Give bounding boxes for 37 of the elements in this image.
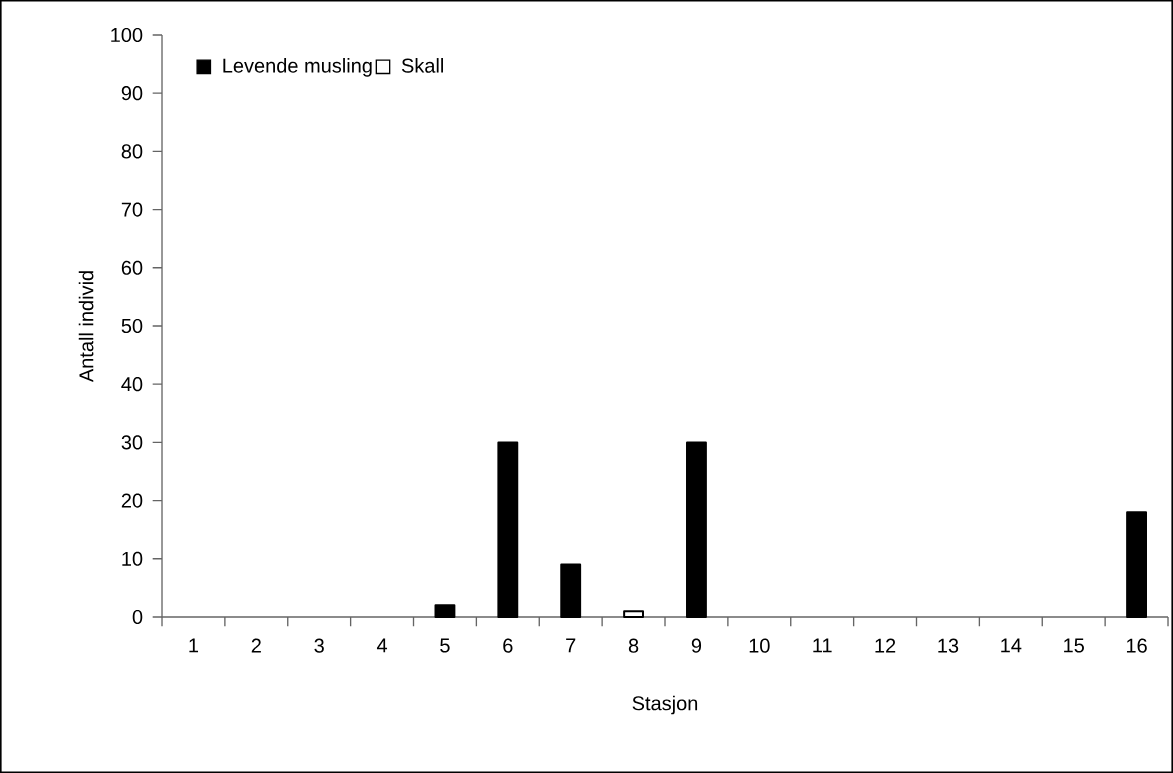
x-tick-label: 1	[189, 638, 199, 653]
y-tick-label: 70	[121, 202, 143, 217]
y-tick-label: 40	[121, 377, 143, 392]
bar	[434, 604, 456, 618]
y-tick-label: 80	[121, 144, 143, 159]
y-tick-label: 0	[132, 609, 143, 625]
bar	[686, 441, 707, 618]
x-tick-label: 3	[314, 638, 324, 653]
y-tick-label: 30	[121, 435, 143, 450]
bar	[623, 610, 644, 618]
x-tick-label: 10	[749, 638, 770, 653]
x-tick-label: 2	[251, 638, 261, 653]
x-tick-label: 14	[1001, 638, 1022, 653]
x-tick-label: 15	[1064, 638, 1084, 653]
y-tick-label: 20	[121, 493, 143, 508]
y-tick-label: 100	[111, 27, 143, 43]
bar	[497, 441, 519, 618]
bar	[560, 563, 582, 618]
bar	[1126, 511, 1147, 618]
legend-label: Levende musling	[223, 58, 372, 77]
x-tick-label: 4	[376, 638, 388, 653]
x-tick-label: 8	[628, 638, 639, 653]
y-axis-title: Antall individ	[78, 271, 94, 383]
y-tick-label: 90	[121, 86, 143, 101]
y-tick-label: 60	[121, 260, 143, 275]
x-tick-label: 7	[566, 638, 576, 653]
x-tick-label: 16	[1126, 638, 1147, 653]
x-tick-label: 9	[691, 638, 702, 653]
x-tick-label: 12	[875, 638, 896, 653]
x-tick-label: 11	[813, 638, 832, 653]
x-axis-title: Stasjon	[632, 695, 698, 715]
x-tick-label: 5	[440, 638, 450, 653]
x-tick-label: 6	[503, 638, 513, 653]
y-tick-label: 50	[121, 318, 143, 334]
legend-label: Skall	[401, 58, 443, 73]
y-tick-label: 10	[122, 551, 143, 566]
x-tick-label: 13	[938, 638, 959, 653]
